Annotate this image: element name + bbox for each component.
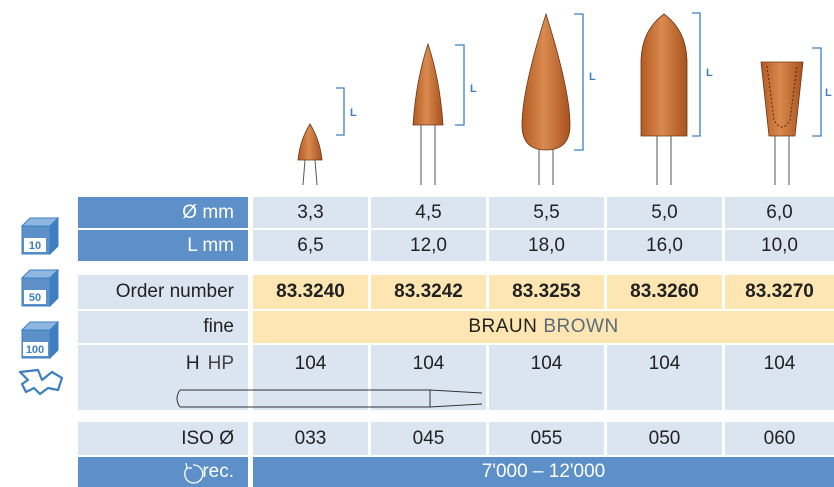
- value-cell: 16,0: [607, 230, 722, 261]
- row-label: ISO Ø: [78, 422, 248, 455]
- value-cell: 4,5: [371, 197, 486, 228]
- speed-cell: 7'000 – 12'000: [253, 457, 834, 487]
- row-label: rec.: [78, 457, 248, 487]
- value-cell: 104: [489, 345, 604, 410]
- shank-drawing: [176, 389, 483, 408]
- value-cell: 83.3242: [371, 275, 486, 309]
- pack-size: 10: [29, 240, 41, 252]
- pack-icons: 10 50 100: [18, 216, 64, 396]
- pack-size: 50: [29, 292, 41, 304]
- grit-en: BROWN: [543, 316, 619, 337]
- length-marker: L: [350, 107, 357, 119]
- value-cell: 18,0: [489, 230, 604, 261]
- shank-h: H: [185, 353, 200, 374]
- pack-size: 100: [26, 344, 44, 356]
- value-cell: 050: [607, 422, 722, 455]
- row-label: Order number: [78, 275, 248, 309]
- value-cell: 5,5: [489, 197, 604, 228]
- value-cell: 83.3270: [725, 275, 834, 309]
- value-cell: 060: [725, 422, 834, 455]
- shank-hp: HP: [207, 353, 234, 374]
- value-cell: 83.3260: [607, 275, 722, 309]
- length-marker: L: [589, 71, 596, 83]
- grit-de: BRAUN: [468, 316, 538, 337]
- rotation-icon: [184, 462, 204, 484]
- value-cell: 104: [607, 345, 722, 410]
- row-label: fine: [78, 311, 248, 343]
- value-cell: 104: [725, 345, 834, 410]
- length-marker: L: [470, 83, 477, 95]
- row-label: L mm: [78, 230, 248, 261]
- value-cell: 3,3: [253, 197, 368, 228]
- value-cell: 104: [371, 345, 486, 410]
- row-label: H HP: [78, 345, 248, 410]
- length-marker: L: [706, 67, 713, 79]
- value-cell: 83.3253: [489, 275, 604, 309]
- value-cell: 12,0: [371, 230, 486, 261]
- value-cell: 104: [253, 345, 368, 410]
- value-cell: 83.3240: [253, 275, 368, 309]
- value-cell: 6,0: [725, 197, 834, 228]
- value-cell: 055: [489, 422, 604, 455]
- value-cell: 10,0: [725, 230, 834, 261]
- length-marker: L: [825, 87, 832, 99]
- grit-cell: BRAUN BROWN: [253, 311, 834, 343]
- value-cell: 6,5: [253, 230, 368, 261]
- value-cell: 045: [371, 422, 486, 455]
- value-cell: 5,0: [607, 197, 722, 228]
- row-label: Ø mm: [78, 197, 248, 228]
- value-cell: 033: [253, 422, 368, 455]
